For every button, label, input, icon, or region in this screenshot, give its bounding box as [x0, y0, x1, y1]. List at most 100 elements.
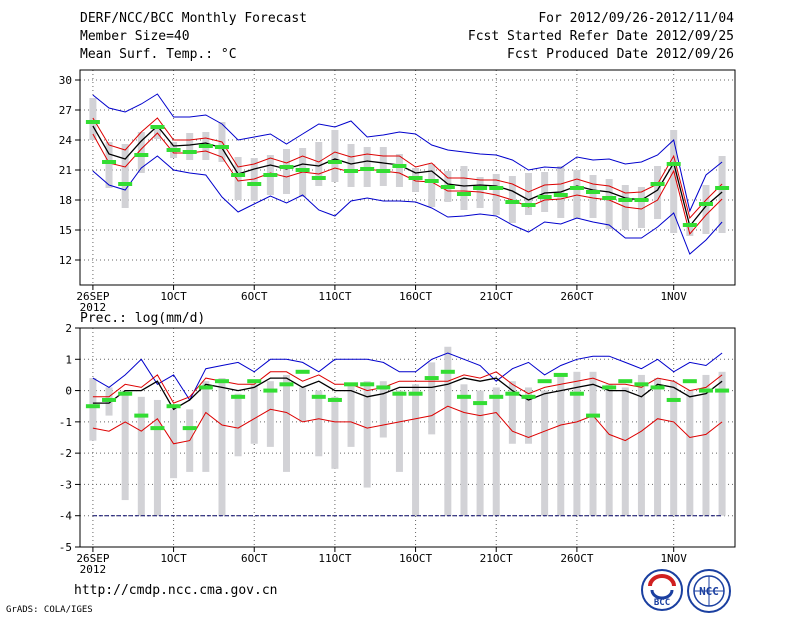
- ncc-logo: NCC: [687, 569, 731, 613]
- prec-member-range-bar: [137, 396, 145, 516]
- temp-ytick-label: 18: [59, 194, 72, 207]
- prec-climatology-marker: [360, 382, 375, 387]
- temp-xtick-label: 21OCT: [480, 290, 513, 303]
- prec-member-range-bar: [557, 374, 565, 516]
- prec-xtick-label: 16OCT: [399, 552, 432, 565]
- temp-ytick-label: 30: [59, 74, 72, 87]
- temp-xtick-label: 26SEP: [76, 290, 109, 303]
- prec-member-range-bar: [266, 381, 274, 447]
- prec-climatology-marker: [182, 426, 197, 431]
- prec-climatology-marker: [85, 404, 100, 409]
- prec-climatology-marker: [569, 391, 584, 396]
- temp-climatology-marker: [150, 125, 165, 129]
- prec-member-range-bar: [637, 374, 645, 516]
- temp-climatology-marker: [715, 186, 730, 190]
- temp-climatology-marker: [489, 186, 504, 190]
- temp-climatology-marker: [618, 198, 633, 202]
- prec-member-range-bar: [412, 384, 420, 516]
- member-size-label: Member Size=40: [80, 29, 190, 44]
- temp-climatology-marker: [118, 182, 133, 186]
- prec-series-lower: [92, 405, 723, 445]
- prec-climatology-marker: [682, 379, 697, 384]
- grads-credit: GrADS: COLA/IGES: [6, 605, 93, 615]
- prec-climatology-marker: [344, 382, 359, 387]
- prec-ytick-label: -4: [59, 510, 73, 523]
- forecast-produced-date: Fcst Produced Date 2012/09/26: [507, 47, 734, 62]
- prec-plot-frame: [79, 327, 736, 548]
- prec-member-range-bar: [331, 396, 339, 469]
- prec-climatology-marker: [231, 394, 246, 399]
- prec-climatology-marker: [440, 369, 455, 374]
- temp-climatology-marker: [134, 153, 149, 157]
- temp-climatology-marker: [569, 186, 584, 190]
- temp-member-range-bar: [718, 156, 726, 233]
- prec-xtick-label: 6OCT: [241, 552, 268, 565]
- prec-member-range-bar: [621, 387, 629, 516]
- chart-title: DERF/NCC/BCC Monthly Forecast: [80, 11, 307, 26]
- temp-ytick-label: 15: [59, 224, 72, 237]
- temp-xtick-label: 6OCT: [241, 290, 268, 303]
- prec-xtick-label: 1OCT: [160, 552, 187, 565]
- temp-climatology-marker: [311, 176, 326, 180]
- temp-climatology-marker: [408, 176, 423, 180]
- temperature-panel: 30 27 24 21 18 15 12 26SEP 1OCT 6OCT 11OCT 16OCT 21O…: [59, 69, 736, 314]
- prec-ytick-label: -1: [59, 416, 72, 429]
- prec-climatology-marker: [650, 385, 665, 390]
- temp-member-range-bar: [315, 142, 323, 186]
- prec-member-range-bar: [299, 387, 307, 422]
- prec-member-range-bar: [476, 390, 484, 516]
- temp-year-label: 2012: [80, 301, 107, 314]
- temp-member-range-bar: [234, 157, 242, 200]
- precipitation-panel: 2 1 0 -1 -2 -3 -4 -5 26SEP 1OCT 6OCT 11OCT 16OCT 21OC…: [59, 311, 736, 576]
- temp-climatology-marker: [198, 144, 213, 148]
- prec-climatology-marker: [602, 385, 617, 390]
- temp-member-range-bar: [589, 175, 597, 218]
- temp-series-upper: [92, 117, 723, 220]
- temp-ytick-label: 24: [59, 134, 73, 147]
- temp-climatology-marker: [537, 195, 552, 199]
- temp-member-range-bar: [702, 185, 710, 234]
- prec-climatology-marker: [666, 397, 681, 402]
- prec-series-mean: [92, 377, 723, 411]
- temp-climatology-marker: [553, 193, 568, 197]
- prec-member-range-bar: [654, 378, 662, 516]
- source-url[interactable]: http://cmdp.ncc.cma.gov.cn: [74, 583, 278, 598]
- prec-ytick-label: -5: [59, 541, 72, 554]
- temp-member-range-bar: [605, 179, 613, 229]
- temp-member-range-bar: [670, 130, 678, 233]
- forecast-period: For 2012/09/26-2012/11/04: [538, 11, 734, 26]
- prec-climatology-marker: [327, 397, 342, 402]
- prec-climatology-marker: [134, 413, 149, 418]
- prec-member-range-bar: [121, 390, 129, 501]
- temp-climatology-marker: [698, 202, 713, 206]
- temp-climatology-marker: [586, 190, 601, 194]
- temp-member-range-bar: [121, 144, 129, 208]
- prec-member-range-bar: [363, 381, 371, 488]
- ncc-logo-text: NCC: [699, 585, 719, 598]
- prec-climatology-marker: [295, 369, 310, 374]
- temp-member-range-bar: [428, 164, 436, 207]
- prec-ytick-label: 2: [65, 322, 72, 335]
- temp-climatology-marker: [456, 192, 471, 196]
- temp-climatology-marker: [214, 145, 229, 149]
- temp-climatology-marker: [602, 196, 617, 200]
- prec-climatology-marker: [118, 391, 133, 396]
- temp-climatology-marker: [682, 223, 697, 227]
- temp-climatology-marker: [666, 162, 681, 166]
- prec-member-range-bar: [605, 384, 613, 516]
- temp-xtick-label: 16OCT: [399, 290, 432, 303]
- prec-xtick-label: 26SEP: [76, 552, 109, 565]
- temp-member-range-bar: [250, 158, 258, 201]
- temp-climatology-marker: [634, 198, 649, 202]
- prec-climatology-marker: [311, 394, 326, 399]
- prec-ytick-label: 0: [65, 385, 72, 398]
- prec-climatology-marker: [521, 394, 536, 399]
- temp-member-range-bar: [331, 130, 339, 182]
- prec-member-range-bar: [573, 371, 581, 516]
- bcc-logo-text: BCC: [654, 598, 670, 608]
- prec-member-range-bar: [283, 374, 291, 472]
- prec-member-range-bar: [686, 390, 694, 516]
- temp-climatology-marker: [424, 179, 439, 183]
- prec-member-range-bar: [250, 384, 258, 444]
- bcc-logo: BCC: [641, 569, 683, 611]
